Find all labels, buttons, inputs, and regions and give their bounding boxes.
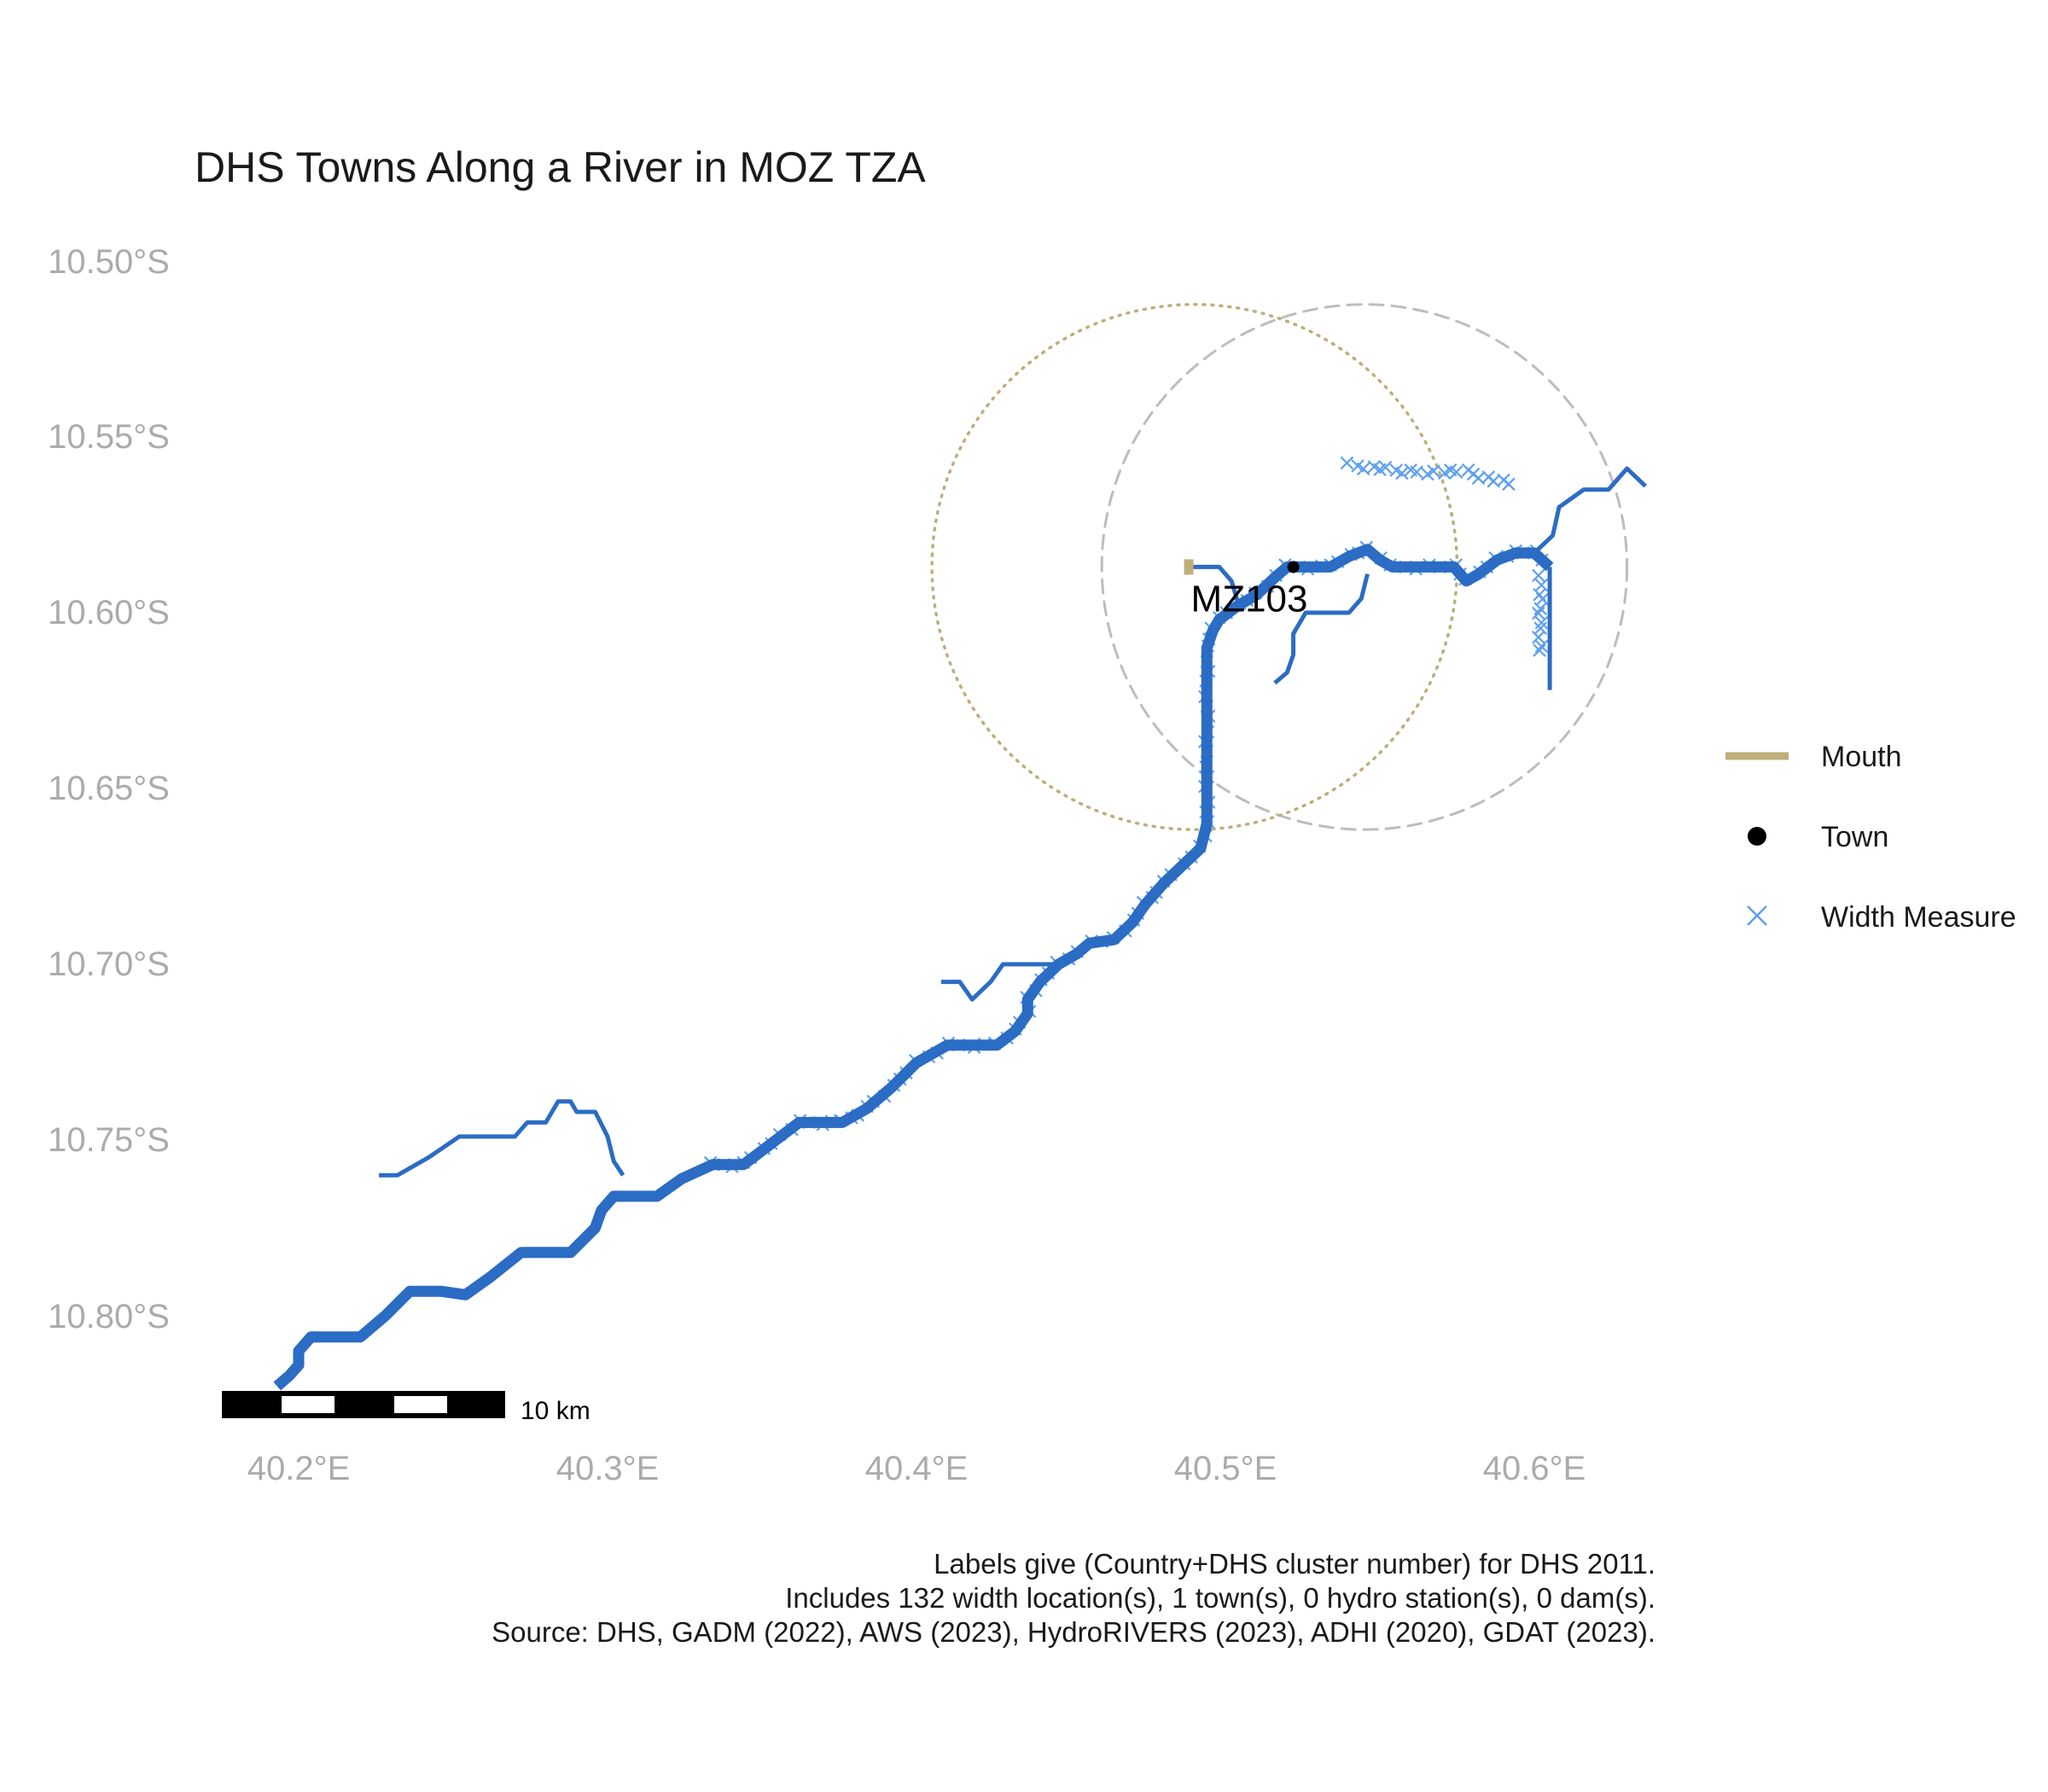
- town-point: [1287, 561, 1300, 573]
- tributary-line: [1533, 466, 1648, 555]
- legend: Mouth Town Width Measure: [1725, 741, 2016, 934]
- width-measure-cross: [1532, 631, 1545, 644]
- lat-tick-label: 10.50°S: [48, 243, 170, 281]
- tributary-line: [379, 1099, 625, 1178]
- lon-tick-label: 40.3°E: [556, 1450, 660, 1487]
- width-measure-cross: [1502, 477, 1516, 492]
- map-title: DHS Towns Along a River in MOZ TZA: [195, 143, 926, 191]
- caption-line-3: Source: DHS, GADM (2022), AWS (2023), Hy…: [492, 1616, 1655, 1648]
- dashed-buffer-circle: [1100, 303, 1629, 831]
- lon-tick-label: 40.2°E: [247, 1450, 351, 1487]
- legend-label-town: Town: [1821, 821, 1888, 853]
- lat-tick-label: 10.60°S: [48, 594, 170, 631]
- scale-bar-segment: [394, 1396, 447, 1413]
- lat-tick-label: 10.80°S: [48, 1298, 170, 1335]
- legend-town-dot: [1748, 827, 1766, 846]
- mouth-marker: [1184, 559, 1194, 575]
- lon-tick-label: 40.5°E: [1174, 1450, 1277, 1487]
- legend-width-measure-cross: [1747, 905, 1767, 926]
- tributary-line: [1188, 564, 1240, 603]
- width-measure-cross: [1340, 456, 1354, 470]
- legend-label-width-measure: Width Measure: [1821, 901, 2016, 934]
- width-measure-cross: [1533, 643, 1546, 657]
- width-measure-cross: [1534, 639, 1549, 654]
- scale-bar-label: 10 km: [521, 1397, 591, 1425]
- town-label: MZ103: [1191, 578, 1308, 620]
- main-river-line: [273, 544, 1554, 1391]
- lat-tick-label: 10.70°S: [48, 945, 170, 983]
- lat-tick-label: 10.65°S: [48, 770, 170, 807]
- lon-tick-label: 40.4°E: [865, 1450, 969, 1487]
- caption-line-2: Includes 132 width location(s), 1 town(s…: [785, 1582, 1655, 1614]
- width-measure-cross: [1532, 606, 1545, 620]
- width-measure-cross: [1410, 465, 1423, 479]
- width-measure-cross: [1534, 615, 1549, 630]
- lat-tick-label: 10.55°S: [48, 418, 170, 456]
- tributaries: [379, 466, 1648, 1178]
- width-measure-cross: [1449, 465, 1463, 479]
- scale-bar: 10 km: [222, 1391, 591, 1425]
- width-measure-cross: [1427, 464, 1440, 478]
- lon-tick-label: 40.6°E: [1483, 1450, 1586, 1487]
- legend-label-mouth: Mouth: [1821, 741, 1902, 773]
- main-river: [273, 544, 1554, 1391]
- tributary-line: [1273, 573, 1370, 685]
- width-measure-cross: [1532, 568, 1545, 583]
- lat-tick-label: 10.75°S: [48, 1121, 170, 1159]
- mouth-marker-rect: [1184, 559, 1194, 575]
- width-measure-cross: [1395, 466, 1409, 480]
- scale-bar-segment: [282, 1396, 335, 1413]
- width-measure-cross: [1378, 460, 1393, 474]
- scale-bar-outline: [222, 1391, 505, 1418]
- caption-line-1: Labels give (Country+DHS cluster number)…: [934, 1548, 1655, 1580]
- width-measure-cross: [1356, 462, 1370, 476]
- width-measure-cross: [1533, 602, 1548, 616]
